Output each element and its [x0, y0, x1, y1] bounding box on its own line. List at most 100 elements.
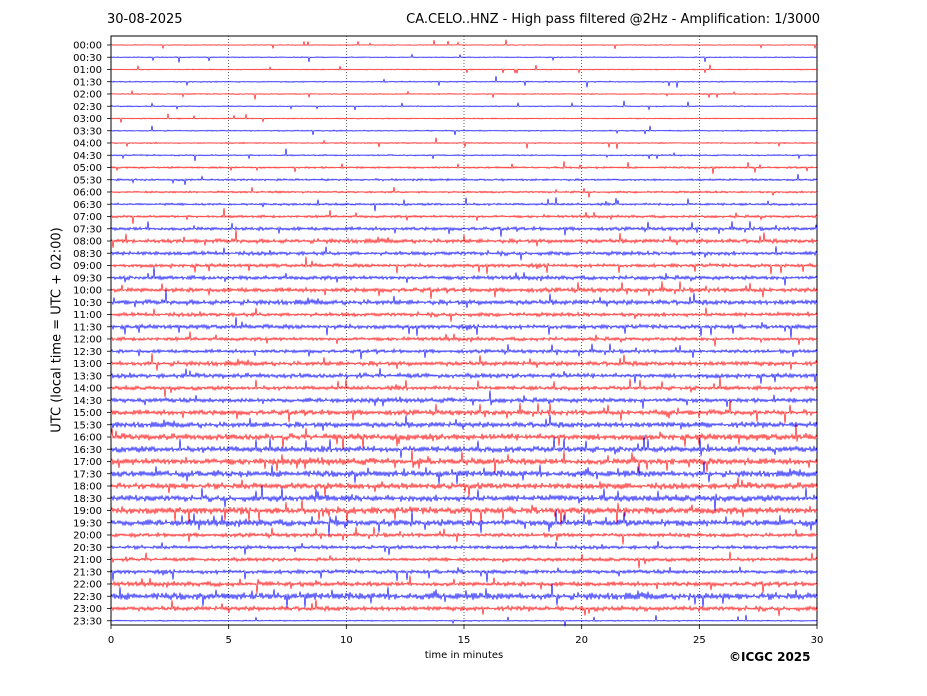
trace-02:00: [110, 89, 818, 100]
y-tick-label: 13:30: [73, 371, 102, 382]
trace-06:00: [110, 187, 818, 198]
x-tick-label: 30: [811, 635, 824, 646]
y-tick-label: 16:30: [73, 445, 102, 456]
trace-14:30: [110, 390, 818, 409]
y-tick-label: 04:00: [73, 139, 102, 150]
y-tick-label: 14:00: [73, 384, 102, 395]
y-tick-label: 18:00: [73, 482, 102, 493]
y-tick-label: 23:00: [73, 604, 102, 615]
trace-12:30: [110, 343, 818, 360]
y-tick-label: 06:30: [73, 200, 102, 211]
trace-19:00: [110, 499, 818, 527]
y-tick-label: 07:00: [73, 212, 102, 223]
trace-20:00: [110, 526, 818, 545]
trace-18:30: [110, 485, 818, 511]
chart-date: 30-08-2025: [107, 12, 183, 27]
y-tick-label: 02:00: [73, 90, 102, 101]
y-tick-label: 03:00: [73, 114, 102, 125]
trace-11:00: [110, 307, 818, 322]
y-tick-label: 13:00: [73, 359, 102, 370]
trace-18:00: [110, 477, 818, 497]
trace-09:30: [110, 266, 818, 286]
y-tick-label: 21:30: [73, 567, 102, 578]
trace-09:00: [110, 256, 818, 275]
y-tick-label: 05:00: [73, 163, 102, 174]
trace-00:30: [110, 53, 818, 63]
y-tick-label: 10:30: [73, 298, 102, 309]
x-tick-label: 15: [458, 635, 471, 646]
trace-02:30: [110, 100, 818, 111]
trace-23:30: [110, 614, 818, 627]
trace-16:00: [110, 424, 818, 450]
y-tick-label: 20:00: [73, 531, 102, 542]
trace-01:00: [110, 64, 818, 74]
trace-23:00: [110, 599, 818, 617]
y-tick-label: 08:00: [73, 237, 102, 248]
trace-05:30: [110, 173, 818, 186]
y-tick-label: 11:00: [73, 310, 102, 321]
copyright-credit: ©ICGC 2025: [729, 650, 811, 664]
x-tick-label: 10: [340, 635, 353, 646]
y-tick-label: 18:30: [73, 494, 102, 505]
trace-08:30: [110, 246, 818, 261]
x-tick-label: 20: [575, 635, 588, 646]
y-tick-label: 00:30: [73, 53, 102, 64]
trace-06:30: [110, 197, 818, 212]
y-tick-label: 02:30: [73, 102, 102, 113]
trace-15:00: [110, 399, 818, 424]
trace-04:00: [110, 137, 818, 149]
y-tick-label: 09:00: [73, 261, 102, 272]
trace-12:00: [110, 331, 818, 347]
trace-11:30: [110, 316, 818, 339]
y-tick-label: 16:00: [73, 433, 102, 444]
y-tick-label: 22:30: [73, 592, 102, 603]
y-tick-label: 22:00: [73, 580, 102, 591]
trace-01:30: [110, 76, 818, 88]
y-tick-label: 06:00: [73, 188, 102, 199]
y-tick-label: 12:00: [73, 335, 102, 346]
trace-10:30: [110, 289, 818, 309]
y-tick-label: 15:00: [73, 408, 102, 419]
y-axis-label: UTC (local time = UTC + 02:00): [49, 227, 65, 433]
y-tick-label: 01:00: [73, 65, 102, 76]
chart-title: CA.CELO..HNZ - High pass filtered @2Hz -…: [406, 12, 820, 27]
trace-07:30: [110, 220, 818, 237]
y-tick-label: 23:30: [73, 616, 102, 627]
y-tick-label: 17:00: [73, 457, 102, 468]
trace-03:30: [110, 125, 818, 136]
trace-17:30: [110, 461, 818, 485]
y-tick-label: 04:30: [73, 151, 102, 162]
trace-10:00: [110, 281, 818, 300]
y-tick-label: 03:30: [73, 126, 102, 137]
trace-21:30: [110, 566, 818, 583]
trace-14:00: [110, 377, 818, 398]
x-axis-label: time in minutes: [424, 650, 504, 661]
y-tick-label: 10:00: [73, 286, 102, 297]
y-tick-label: 12:30: [73, 347, 102, 358]
y-tick-label: 05:30: [73, 175, 102, 186]
trace-13:30: [110, 367, 818, 384]
trace-15:30: [110, 414, 818, 431]
trace-22:30: [110, 583, 818, 608]
trace-20:30: [110, 540, 818, 556]
x-tick-label: 5: [225, 635, 231, 646]
y-tick-label: 07:30: [73, 224, 102, 235]
y-tick-label: 19:00: [73, 506, 102, 517]
x-tick-label: 25: [693, 635, 706, 646]
x-tick-label: 0: [108, 635, 114, 646]
y-tick-label: 17:30: [73, 469, 102, 480]
trace-04:30: [110, 148, 818, 162]
trace-16:30: [110, 435, 818, 459]
trace-05:00: [110, 161, 818, 175]
y-tick-label: 01:30: [73, 77, 102, 88]
trace-03:00: [110, 113, 818, 123]
y-tick-label: 11:30: [73, 322, 102, 333]
y-tick-label: 09:30: [73, 273, 102, 284]
y-tick-label: 19:30: [73, 518, 102, 529]
trace-00:00: [110, 39, 818, 50]
y-tick-label: 20:30: [73, 543, 102, 554]
y-tick-label: 15:30: [73, 420, 102, 431]
y-tick-label: 14:30: [73, 396, 102, 407]
trace-21:00: [110, 551, 818, 569]
